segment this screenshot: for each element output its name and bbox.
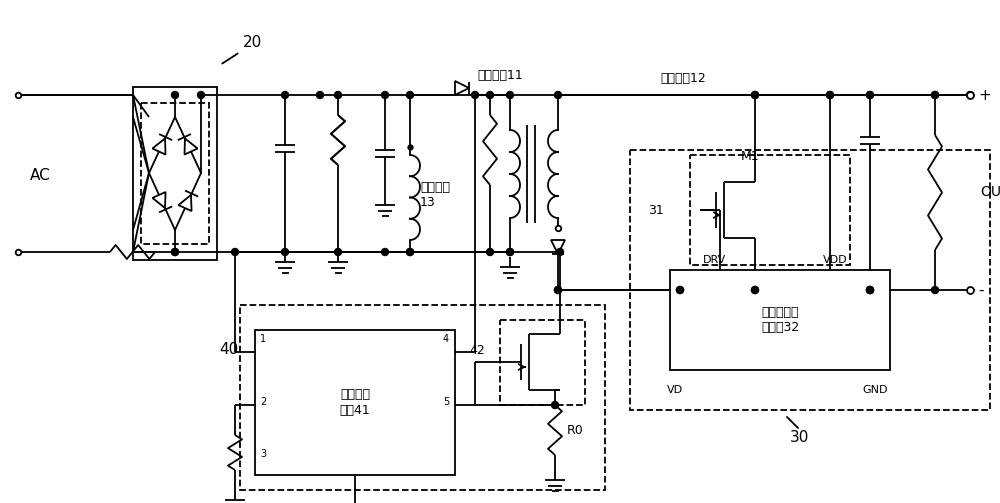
Text: -: - <box>978 283 984 297</box>
Circle shape <box>507 248 514 256</box>
Circle shape <box>676 287 684 293</box>
Text: 30: 30 <box>790 430 809 445</box>
Circle shape <box>282 248 288 256</box>
Text: 次级绕组12: 次级绕组12 <box>660 72 706 85</box>
Circle shape <box>554 92 562 99</box>
Text: 20: 20 <box>243 35 262 50</box>
Text: 5: 5 <box>443 397 449 407</box>
Circle shape <box>472 92 479 99</box>
Circle shape <box>826 92 834 99</box>
Text: VD: VD <box>667 385 683 395</box>
Circle shape <box>932 92 938 99</box>
Text: 1: 1 <box>260 334 266 344</box>
Circle shape <box>282 92 288 99</box>
Circle shape <box>406 248 414 256</box>
Circle shape <box>198 92 205 99</box>
Polygon shape <box>178 195 192 211</box>
Circle shape <box>932 92 938 99</box>
Text: 31: 31 <box>648 204 664 216</box>
Text: R0: R0 <box>567 424 584 437</box>
Circle shape <box>676 287 684 293</box>
Circle shape <box>752 287 759 293</box>
Circle shape <box>172 248 178 256</box>
Circle shape <box>752 287 759 293</box>
Circle shape <box>556 248 564 256</box>
Circle shape <box>172 92 178 99</box>
Bar <box>500 320 585 405</box>
Circle shape <box>507 92 514 99</box>
Text: 初级控制
芯片41: 初级控制 芯片41 <box>340 388 370 416</box>
Text: 辅助绕组
13: 辅助绕组 13 <box>420 181 450 209</box>
Polygon shape <box>455 81 469 95</box>
Text: VDD: VDD <box>823 255 847 265</box>
Text: 同步整流辅
助芯片32: 同步整流辅 助芯片32 <box>761 306 799 334</box>
Polygon shape <box>152 138 165 154</box>
Text: +: + <box>978 88 991 103</box>
Circle shape <box>752 92 759 99</box>
Circle shape <box>382 92 388 99</box>
Text: 3: 3 <box>260 449 266 459</box>
Circle shape <box>486 92 494 99</box>
Bar <box>255 330 455 475</box>
Bar <box>133 87 217 260</box>
Text: DRV: DRV <box>703 255 727 265</box>
Text: GND: GND <box>862 385 888 395</box>
Circle shape <box>826 92 834 99</box>
Circle shape <box>752 92 759 99</box>
Text: 42: 42 <box>469 344 485 357</box>
Text: 40: 40 <box>219 343 238 358</box>
Bar <box>630 150 990 410</box>
Polygon shape <box>185 138 198 154</box>
Circle shape <box>554 287 562 293</box>
Bar <box>670 270 890 370</box>
Circle shape <box>406 92 414 99</box>
Circle shape <box>507 248 514 256</box>
Circle shape <box>866 287 874 293</box>
Text: 4: 4 <box>443 334 449 344</box>
Text: AC: AC <box>30 167 51 183</box>
Polygon shape <box>551 240 565 254</box>
Polygon shape <box>152 192 166 208</box>
Text: OUT: OUT <box>980 185 1000 199</box>
Circle shape <box>382 248 388 256</box>
Text: 初级绕组11: 初级绕组11 <box>477 69 523 82</box>
Circle shape <box>406 248 414 256</box>
Circle shape <box>932 287 938 293</box>
Circle shape <box>232 248 239 256</box>
Bar <box>240 305 605 490</box>
Circle shape <box>316 92 324 99</box>
Circle shape <box>172 248 178 256</box>
Circle shape <box>554 287 562 293</box>
Circle shape <box>866 92 874 99</box>
Text: 2: 2 <box>260 397 266 407</box>
Text: M1: M1 <box>741 150 759 163</box>
Circle shape <box>334 248 342 256</box>
Circle shape <box>334 92 342 99</box>
Circle shape <box>866 287 874 293</box>
Circle shape <box>966 92 974 99</box>
Circle shape <box>866 287 874 293</box>
Circle shape <box>552 401 558 408</box>
Bar <box>141 103 209 244</box>
Circle shape <box>486 248 494 256</box>
Bar <box>690 155 850 265</box>
Circle shape <box>866 92 874 99</box>
